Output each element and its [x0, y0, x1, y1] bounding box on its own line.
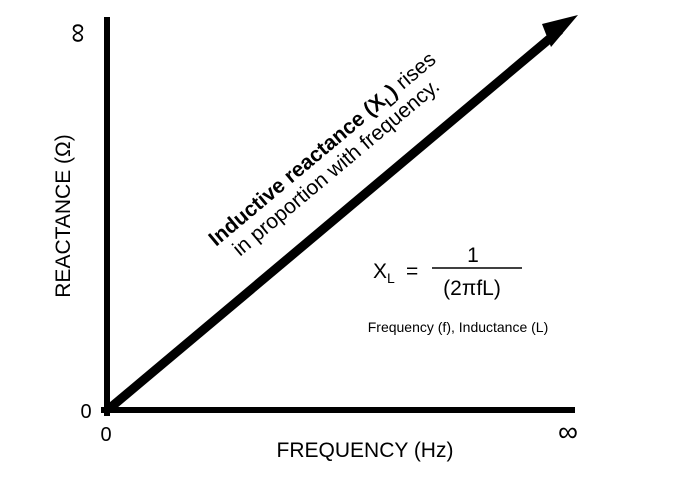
formula-equals: = [406, 260, 418, 283]
formula-lhs-sub: L [387, 270, 395, 286]
formula-denominator: (2πfL) [443, 277, 501, 300]
reactance-arrowhead [542, 15, 578, 47]
annotation: Inductive reactance (XL) rises in propor… [204, 48, 444, 261]
formula-lhs-symbol: X [373, 260, 387, 283]
x-origin-label: 0 [100, 424, 111, 446]
y-infinity-label: ∞ [61, 23, 92, 43]
annotation-bold-prefix: Inductive reactance (X [204, 90, 390, 251]
annotation-line2: in proportion with frequency. [228, 75, 444, 261]
annotation-line1: Inductive reactance (XL) rises [204, 48, 442, 253]
y-axis-label: REACTANCE (Ω) [52, 134, 75, 297]
x-infinity-label: ∞ [558, 416, 578, 447]
formula-numerator: 1 [467, 244, 479, 267]
x-axis-label: FREQUENCY (Hz) [277, 439, 454, 462]
formula-lhs: XL [373, 260, 395, 286]
formula-caption: Frequency (f), Inductance (L) [368, 319, 549, 335]
reactance-line [107, 26, 563, 412]
y-origin-label: 0 [80, 401, 91, 423]
